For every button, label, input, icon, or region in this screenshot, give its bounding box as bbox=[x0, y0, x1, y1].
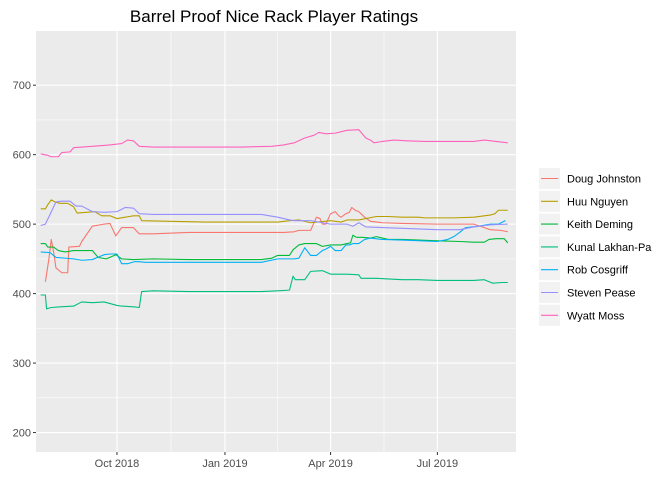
series-line-rob-cosgriff bbox=[40, 220, 506, 265]
x-tick-label: Jul 2019 bbox=[417, 458, 459, 470]
x-axis: Oct 2018 Jan 2019 Apr 2019 Jul 2019 bbox=[95, 452, 459, 470]
series-line-wyatt-moss bbox=[40, 129, 508, 158]
y-tick-label: 600 bbox=[13, 150, 31, 162]
legend-label: Steven Pease bbox=[567, 288, 636, 300]
series-line-steven-pease bbox=[40, 200, 508, 231]
series-line-doug-johnston bbox=[44, 206, 508, 282]
x-tick-label: Jan 2019 bbox=[202, 458, 247, 470]
legend-label: Doug Johnston bbox=[567, 174, 641, 186]
y-tick-label: 300 bbox=[13, 358, 31, 370]
legend-label: Wyatt Moss bbox=[567, 310, 625, 322]
y-tick-label: 500 bbox=[13, 219, 31, 231]
legend-label: Keith Deming bbox=[567, 219, 633, 231]
x-tick-label: Apr 2019 bbox=[308, 458, 353, 470]
series-line-huu-nguyen bbox=[40, 199, 508, 224]
legend-label: Kunal Lakhan-Pa bbox=[567, 242, 652, 254]
y-axis: 200 300 400 500 600 700 bbox=[13, 80, 36, 440]
legend-label: Huu Nguyen bbox=[567, 196, 628, 208]
series-line-kunal-lakhan-pa bbox=[40, 270, 508, 310]
y-tick-label: 700 bbox=[13, 80, 31, 92]
y-tick-label: 400 bbox=[13, 289, 31, 301]
chart-title: Barrel Proof Nice Rack Player Ratings bbox=[130, 7, 418, 26]
series-line-keith-deming bbox=[40, 234, 509, 261]
legend: Doug Johnston Huu Nguyen Keith Deming Kunal… bbox=[539, 168, 652, 326]
grid-major bbox=[36, 31, 516, 452]
legend-label: Rob Cosgriff bbox=[567, 265, 629, 277]
y-tick-label: 200 bbox=[13, 428, 31, 440]
x-tick-label: Oct 2018 bbox=[95, 458, 140, 470]
series-layer bbox=[40, 129, 509, 310]
